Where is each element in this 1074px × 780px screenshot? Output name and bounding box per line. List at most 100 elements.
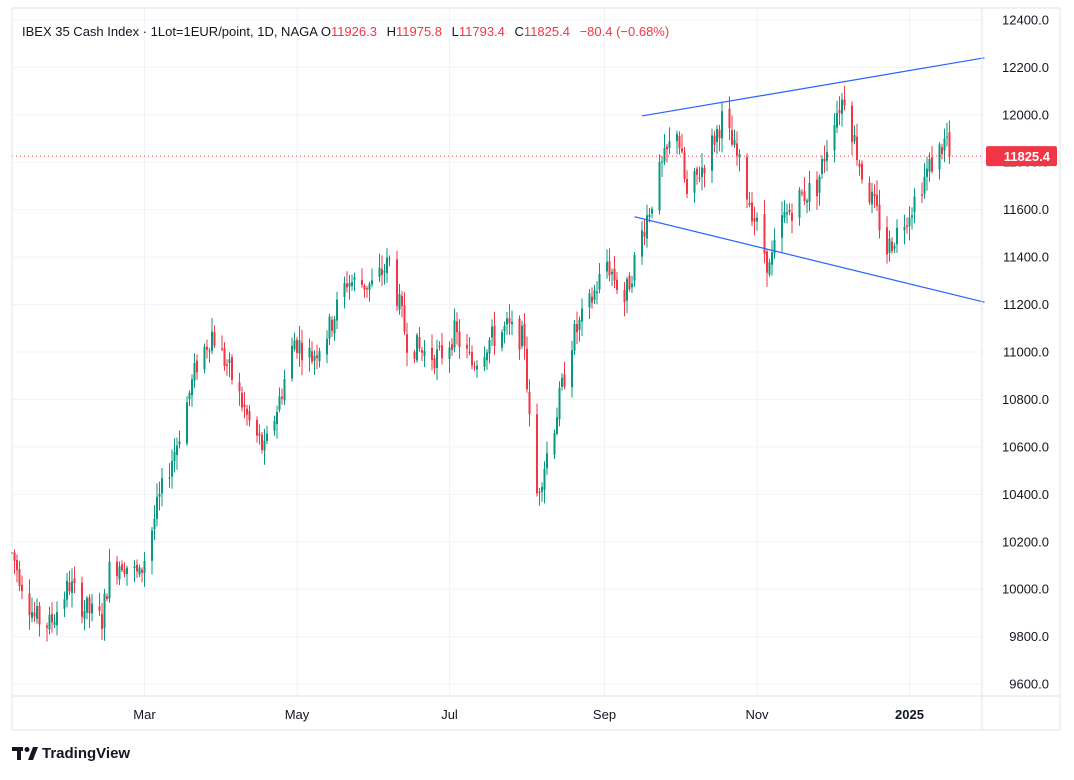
candle-body-65 (238, 382, 241, 392)
candle-body-167 (593, 290, 596, 300)
candle-body-22 (86, 598, 88, 613)
candle-body-76 (276, 412, 278, 425)
candle-body-228 (806, 200, 808, 203)
candle-body-165 (588, 293, 591, 308)
candle-body-19 (73, 578, 76, 583)
candle-body-162 (576, 324, 578, 333)
legend-close-value: 11825.4 (523, 24, 570, 39)
candle-body-209 (738, 154, 741, 158)
candle-body-132 (471, 352, 473, 366)
candle-body-257 (908, 217, 911, 227)
candle-body-197 (698, 177, 701, 179)
candle-body-166 (591, 296, 593, 303)
candle-body-170 (606, 261, 608, 272)
candle-body-134 (476, 365, 478, 370)
candle-body-97 (348, 283, 351, 287)
candle-body-15 (63, 599, 66, 609)
candle-body-240 (851, 105, 853, 143)
candle-body-221 (783, 211, 786, 219)
candle-body-122 (436, 349, 438, 369)
candle-body-253 (893, 246, 896, 249)
candle-body-112 (401, 295, 403, 307)
candle-body-9 (38, 605, 41, 625)
candle-body-239 (843, 99, 846, 106)
candle-body-173 (613, 268, 616, 281)
candle-body-181 (643, 231, 646, 237)
candle-body-30 (116, 561, 118, 577)
candle-body-1 (13, 552, 16, 561)
candle-body-87 (313, 356, 316, 361)
candle-body-104 (371, 280, 373, 285)
candle-body-74 (266, 433, 268, 441)
candle-body-57 (208, 350, 211, 352)
candle-body-199 (703, 167, 706, 174)
candle-body-171 (608, 261, 611, 276)
candle-body-18 (71, 581, 73, 594)
candle-body-68 (246, 408, 248, 415)
candle-body-5 (28, 593, 31, 616)
legend-open-value: 11926.3 (330, 24, 377, 39)
candle-body-213 (753, 218, 756, 222)
candle-body-29 (108, 561, 111, 599)
candle-body-250 (886, 227, 888, 255)
candle-body-259 (913, 196, 916, 212)
candle-body-101 (363, 285, 366, 290)
candle-body-78 (281, 396, 283, 399)
candles (11, 85, 951, 642)
candle-body-261 (923, 176, 926, 194)
candle-body-119 (423, 351, 426, 357)
candle-body-208 (736, 143, 738, 156)
candle-body-139 (493, 325, 496, 346)
candle-body-42 (156, 496, 158, 519)
legend-close-label: C (514, 24, 524, 39)
candle-body-93 (333, 319, 336, 334)
candle-body-61 (223, 348, 226, 366)
candle-body-230 (816, 179, 818, 197)
candle-body-177 (628, 275, 631, 290)
candle-body-99 (353, 277, 356, 280)
candle-body-48 (176, 445, 178, 455)
y-tick-label-3: 10200.0 (1002, 534, 1049, 549)
candle-body-39 (143, 561, 146, 574)
candle-body-147 (523, 323, 526, 346)
candle-body-91 (328, 316, 331, 339)
candle-body-85 (308, 347, 311, 358)
candle-body-69 (248, 411, 251, 421)
candle-body-53 (193, 363, 196, 381)
candle-body-150 (536, 414, 538, 494)
candle-body-149 (528, 391, 531, 415)
candle-body-159 (563, 374, 566, 387)
candle-body-146 (521, 325, 523, 347)
candle-body-117 (418, 336, 421, 349)
candle-body-215 (763, 214, 766, 254)
candle-body-242 (856, 136, 858, 161)
candle-body-58 (211, 331, 213, 351)
candle-body-245 (868, 182, 871, 203)
candle-body-163 (578, 319, 581, 331)
candle-body-196 (696, 168, 698, 175)
candle-body-38 (141, 569, 143, 573)
candle-body-226 (801, 192, 803, 194)
candle-body-2 (16, 559, 18, 571)
y-tick-label-9: 11400.0 (1003, 250, 1049, 265)
candle-body-267 (943, 138, 946, 151)
legend-title: IBEX 35 Cash Index · 1Lot=1EUR/point, 1D… (22, 24, 318, 39)
candle-body-236 (836, 113, 838, 128)
candle-body-157 (558, 387, 561, 420)
y-tick-label-14: 12400.0 (1002, 12, 1049, 27)
candle-body-202 (716, 128, 718, 143)
candle-body-241 (853, 135, 856, 142)
candle-body-62 (226, 364, 228, 366)
candle-body-90 (326, 338, 328, 355)
candle-body-143 (508, 318, 511, 324)
candle-body-81 (293, 340, 296, 350)
candle-body-3 (18, 569, 21, 587)
candle-body-60 (221, 348, 223, 350)
tradingview-logo[interactable]: TradingView (12, 742, 130, 764)
candle-body-211 (748, 202, 751, 206)
candle-body-161 (573, 324, 576, 351)
candle-body-264 (931, 157, 933, 172)
candle-body-24 (91, 603, 93, 614)
